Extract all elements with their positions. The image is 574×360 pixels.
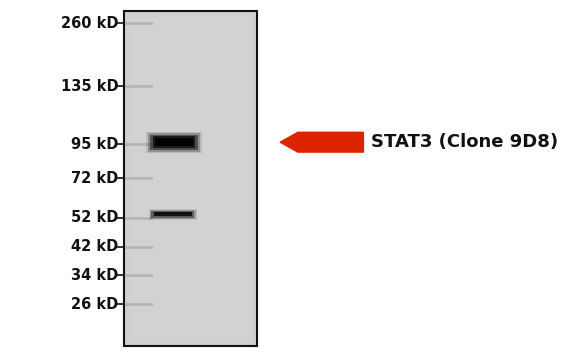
- Text: 135 kD: 135 kD: [61, 79, 119, 94]
- Bar: [150, 135, 198, 150]
- Bar: [150, 210, 196, 219]
- Bar: [154, 212, 192, 216]
- Bar: [123, 11, 257, 346]
- Text: 26 kD: 26 kD: [71, 297, 119, 312]
- Text: 72 kD: 72 kD: [71, 171, 119, 186]
- Bar: [146, 132, 202, 153]
- Bar: [156, 138, 193, 146]
- FancyArrow shape: [280, 132, 363, 152]
- Bar: [148, 133, 200, 152]
- Text: 52 kD: 52 kD: [71, 210, 119, 225]
- Text: 42 kD: 42 kD: [71, 239, 119, 254]
- Bar: [153, 136, 195, 148]
- Text: 34 kD: 34 kD: [71, 268, 119, 283]
- Text: 95 kD: 95 kD: [71, 136, 119, 152]
- Bar: [129, 18, 253, 338]
- Text: 260 kD: 260 kD: [61, 16, 119, 31]
- Bar: [152, 211, 195, 218]
- Bar: [149, 209, 197, 220]
- Text: STAT3 (Clone 9D8): STAT3 (Clone 9D8): [371, 133, 558, 151]
